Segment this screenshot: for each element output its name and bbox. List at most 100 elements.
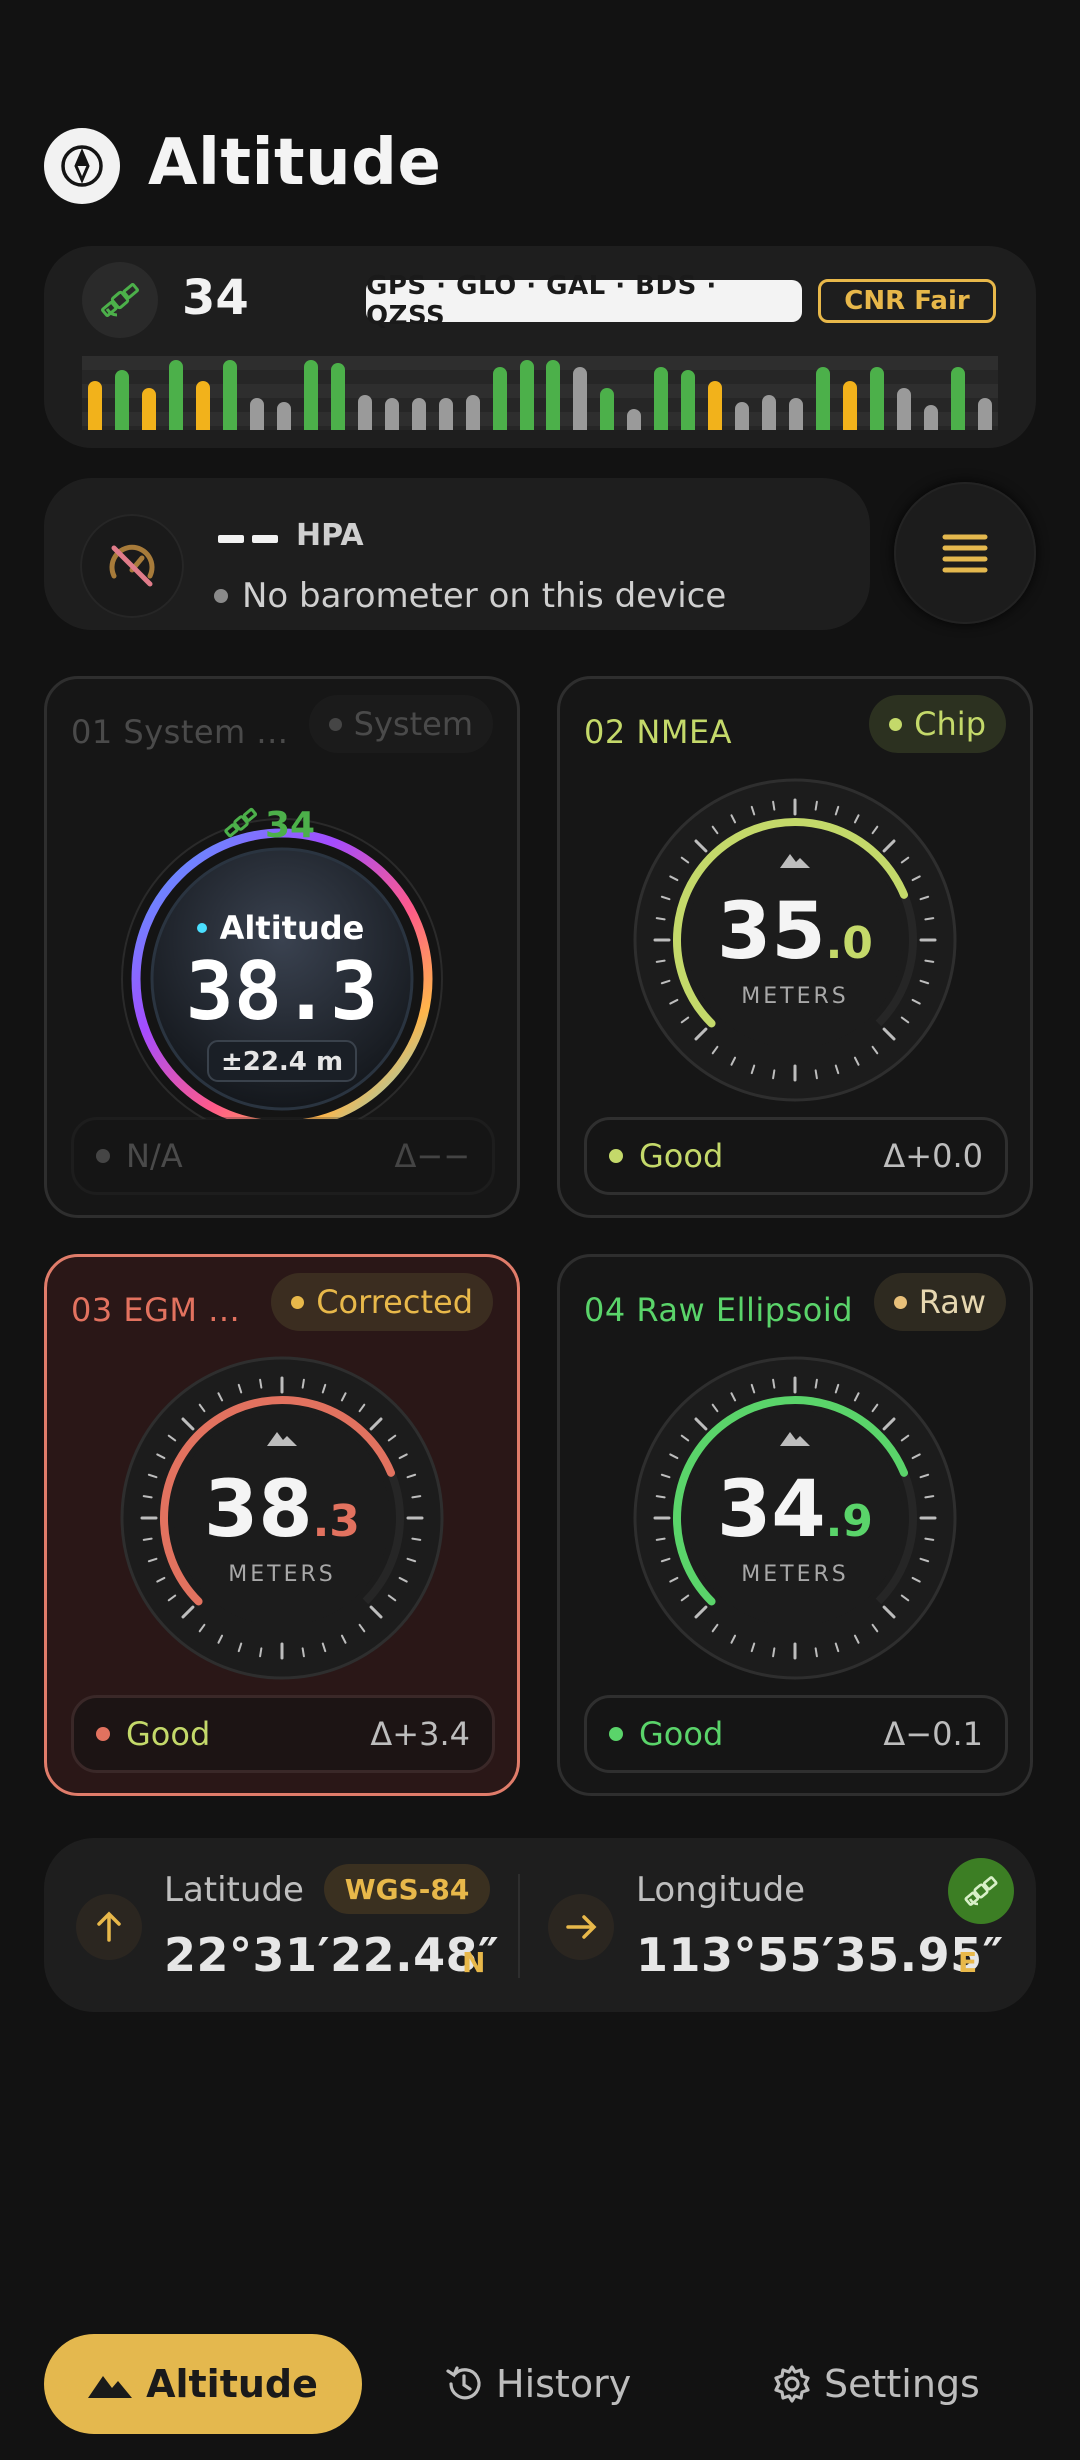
gauge-tick bbox=[882, 1027, 896, 1041]
nav-settings-tab[interactable]: Settings bbox=[772, 2334, 980, 2434]
signal-bar bbox=[627, 409, 642, 430]
menu-button[interactable] bbox=[894, 482, 1036, 624]
gauge-tick bbox=[694, 839, 708, 853]
longitude-label: Longitude bbox=[636, 1870, 806, 1910]
quality-footer: N/A Δ−− bbox=[71, 1117, 495, 1195]
gauge-tick bbox=[924, 1537, 935, 1541]
delta-value: Δ+0.0 bbox=[883, 1137, 983, 1175]
signal-bar bbox=[788, 398, 803, 430]
altitude-card-raw-ellipsoid[interactable]: 04 Raw Ellipsoid Raw 34.9 METERS Good Δ−0… bbox=[557, 1254, 1033, 1796]
gauge-tick bbox=[156, 1453, 166, 1460]
gauge-tick bbox=[834, 1383, 840, 1394]
gauge-tick bbox=[321, 1383, 327, 1394]
gauge-tick bbox=[911, 875, 921, 882]
gauge-value-arc bbox=[673, 818, 909, 1028]
gauge-tick bbox=[680, 856, 690, 864]
gauge-value-arc bbox=[160, 1396, 396, 1606]
gauge-tick bbox=[340, 1392, 347, 1402]
gauge-tick bbox=[871, 1403, 879, 1413]
gauge-tick bbox=[217, 1634, 224, 1644]
nav-settings-label: Settings bbox=[824, 2362, 980, 2406]
gauge-tick bbox=[814, 1647, 818, 1658]
signal-bar bbox=[88, 381, 103, 430]
gauge-tick bbox=[924, 917, 935, 921]
altitude-card-system[interactable]: 01 System ... System 34 Altitude 38.3 ±2… bbox=[44, 676, 520, 1218]
signal-bar bbox=[465, 395, 480, 430]
source-badge-label: Corrected bbox=[316, 1283, 473, 1321]
gauge-tick bbox=[882, 839, 896, 853]
latitude-value: 22°31′22.48″ bbox=[164, 1928, 500, 1982]
app-logo-icon bbox=[44, 128, 120, 204]
latitude-label: Latitude bbox=[164, 1870, 304, 1910]
raw-altitude-gauge: 34.9 METERS bbox=[633, 1356, 957, 1680]
quality-footer: Good Δ+0.0 bbox=[584, 1117, 1008, 1195]
gauge-tick bbox=[411, 1537, 422, 1541]
unit-label: METERS bbox=[741, 984, 848, 1009]
signal-bar bbox=[573, 367, 588, 430]
gauge-tick bbox=[301, 1647, 305, 1658]
gauge-tick bbox=[369, 1605, 383, 1619]
gauge-tick bbox=[900, 856, 910, 864]
gauge-tick bbox=[919, 895, 930, 901]
gauge-tick bbox=[834, 1642, 840, 1653]
cnr-status-badge[interactable]: CNR Fair bbox=[818, 279, 996, 323]
gauge-tick bbox=[198, 1623, 206, 1633]
satellite-fix-button[interactable] bbox=[948, 1858, 1014, 1924]
barometer-status-text: No barometer on this device bbox=[242, 576, 727, 616]
source-badge-label: System bbox=[353, 705, 473, 743]
gauge-tick bbox=[669, 1576, 679, 1583]
gauge-tick bbox=[406, 1473, 417, 1479]
gauge-tick bbox=[655, 1495, 666, 1499]
gauge-tick bbox=[924, 1495, 935, 1499]
signal-bar bbox=[492, 367, 507, 430]
unit-label: METERS bbox=[228, 1562, 335, 1587]
menu-icon bbox=[942, 534, 988, 573]
gauge-tick bbox=[694, 1605, 708, 1619]
gauge-tick bbox=[156, 1576, 166, 1583]
latitude-hemisphere: N bbox=[462, 1946, 486, 1979]
signal-bar bbox=[950, 367, 965, 430]
source-badge-label: Chip bbox=[914, 705, 986, 743]
altitude-card-egm[interactable]: 03 EGM ... Corrected 38.3 METERS Good Δ+3… bbox=[44, 1254, 520, 1796]
gauge-tick bbox=[694, 1417, 708, 1431]
gauge-tick bbox=[655, 1537, 666, 1541]
gauge-tick bbox=[358, 1403, 366, 1413]
gauge-tick bbox=[900, 1016, 910, 1024]
altitude-value: 38.3 bbox=[204, 1465, 360, 1555]
signal-bar bbox=[438, 398, 453, 430]
gauge-tick bbox=[660, 1557, 671, 1563]
gauge-tick bbox=[669, 1453, 679, 1460]
gauge-tick bbox=[411, 1495, 422, 1499]
delta-value: Δ−0.1 bbox=[883, 1715, 983, 1753]
mountain-icon bbox=[267, 1432, 297, 1446]
signal-strength-chart bbox=[82, 356, 998, 430]
gauge-tick bbox=[853, 1634, 860, 1644]
history-icon bbox=[446, 2366, 481, 2400]
signal-bar bbox=[330, 363, 345, 430]
nav-altitude-tab[interactable]: Altitude bbox=[44, 2334, 362, 2434]
signal-bar bbox=[142, 388, 157, 430]
signal-bar bbox=[896, 388, 911, 430]
gauge-tick bbox=[882, 1605, 896, 1619]
gauge-tick bbox=[730, 1634, 737, 1644]
gauge-tick bbox=[900, 1594, 910, 1602]
signal-bar bbox=[546, 360, 561, 430]
signal-bar bbox=[384, 398, 399, 430]
gauge-tick bbox=[853, 1056, 860, 1066]
signal-bar bbox=[196, 381, 211, 430]
gauge-tick bbox=[181, 1417, 195, 1431]
nmea-altitude-gauge: 35.0 METERS bbox=[633, 778, 957, 1102]
gauge-tick bbox=[142, 1495, 153, 1499]
gauge-tick bbox=[711, 1403, 719, 1413]
gauge-tick bbox=[772, 1647, 776, 1658]
signal-bar bbox=[923, 405, 938, 430]
gauge-tick bbox=[301, 1378, 305, 1389]
gauge-tick bbox=[655, 959, 666, 963]
gauge-tick bbox=[814, 1378, 818, 1389]
altitude-value: 35.0 bbox=[717, 887, 873, 977]
nav-history-tab[interactable]: History bbox=[444, 2334, 631, 2434]
gauge-tick bbox=[750, 1383, 756, 1394]
gauge-tick bbox=[181, 1605, 195, 1619]
altitude-card-nmea[interactable]: 02 NMEA Chip 35.0 METERS Good Δ+0.0 bbox=[557, 676, 1033, 1218]
barometer-status: No barometer on this device bbox=[214, 576, 726, 616]
